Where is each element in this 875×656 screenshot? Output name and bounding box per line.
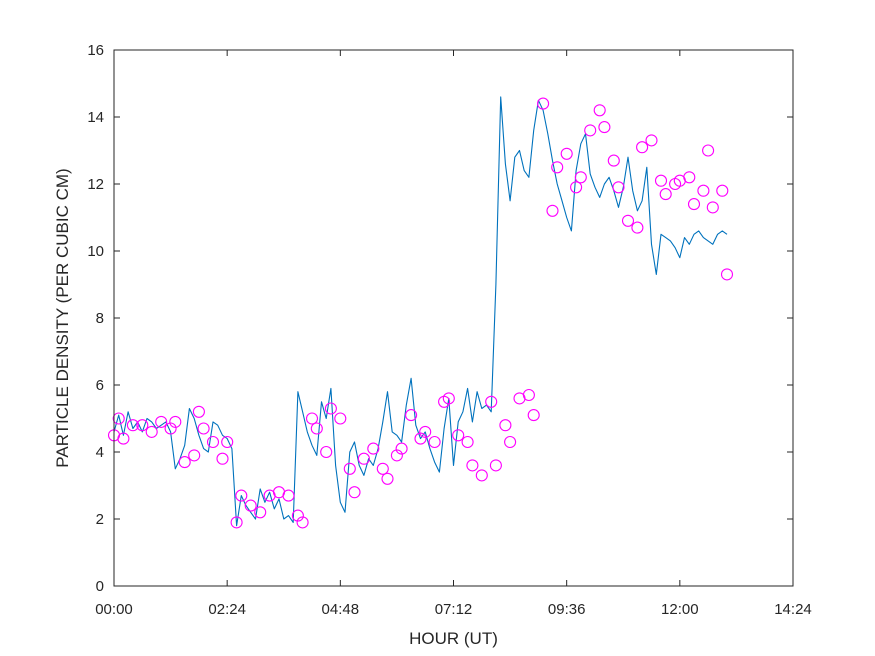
sample-marker [461,435,474,449]
sample-marker [254,506,267,519]
sample-marker [305,412,319,425]
sample-marker [334,412,347,425]
sample-marker [324,402,337,415]
x-tick-label: 07:12 [435,601,473,618]
sample-marker [348,486,361,499]
y-axis-ticks: 0 2 4 6 8 10 12 14 16 [87,42,793,595]
sample-marker [291,509,304,522]
sample-marker [636,141,649,154]
sample-marker [560,147,573,160]
y-tick-label: 6 [96,377,104,394]
sample-marker [645,134,658,147]
sample-marker [546,204,559,217]
sample-marker [221,435,234,449]
sample-marker [551,161,564,174]
y-tick-label: 2 [96,511,104,528]
sample-marker [419,425,432,438]
sample-marker [178,456,191,469]
sample-marker [687,198,701,211]
sample-marker [136,419,149,432]
sample-marker [504,435,517,449]
sample-marker [631,221,644,234]
sample-marker [659,188,672,201]
y-tick-label: 0 [96,578,104,595]
sample-marker [164,422,177,435]
sample-marker [343,462,356,475]
sample-marker [405,409,418,422]
sample-marker-series [107,97,734,529]
y-tick-label: 10 [87,243,104,260]
plot-background [114,50,793,586]
x-tick-label: 09:36 [548,601,586,618]
sample-marker [654,174,668,187]
sample-marker [192,405,205,418]
sample-marker [593,104,606,117]
sample-marker [390,449,403,462]
sample-marker [499,419,512,432]
y-tick-label: 14 [87,109,104,126]
x-tick-label: 14:24 [774,601,812,618]
sample-marker [169,415,182,428]
sample-marker [485,395,498,408]
density-line [113,96,728,527]
sample-marker [126,419,139,432]
sample-marker [381,472,394,485]
sample-marker [428,435,441,449]
sample-marker [522,388,535,402]
sample-marker [414,432,427,445]
sample-marker [282,489,295,502]
sample-marker [466,459,479,472]
sample-marker [527,409,540,422]
sample-marker [320,445,333,459]
sample-marker [442,392,455,405]
sample-marker [145,425,158,438]
sample-marker [475,469,488,482]
sample-marker [235,489,248,502]
sample-marker [598,121,611,134]
sample-marker [570,181,583,194]
sample-marker [706,201,719,214]
y-axis-title: PARTICLE DENSITY (PER CUBIC CM) [53,168,72,467]
sample-marker [155,415,168,428]
sample-marker [720,268,734,281]
sample-marker [607,154,620,167]
sample-marker [537,97,550,110]
sample-marker [117,432,130,445]
sample-marker [489,459,502,472]
sample-marker [683,171,696,184]
sample-marker [452,429,465,442]
sample-marker [310,422,323,435]
x-tick-label: 00:00 [95,601,133,618]
x-tick-label: 02:24 [208,601,246,618]
y-tick-label: 12 [87,176,104,193]
density-line-series [113,96,728,527]
sample-marker [716,184,729,197]
sample-marker [188,449,201,462]
sample-marker [697,184,710,197]
sample-marker [702,144,715,157]
sample-marker [367,442,380,455]
x-tick-label: 12:00 [661,601,699,618]
sample-marker [230,516,243,529]
sample-marker [376,462,389,475]
x-axis-title: HOUR (UT) [409,629,498,648]
x-axis-ticks: 00:00 02:24 04:48 07:12 09:36 12:00 14:24 [95,50,812,618]
sample-marker [574,171,587,184]
y-tick-label: 8 [96,310,104,327]
sample-marker [112,412,125,425]
sample-marker [395,442,408,455]
sample-marker [197,422,210,435]
sample-marker [244,499,257,512]
sample-marker [216,452,229,465]
sample-marker [357,452,370,465]
sample-marker [612,181,625,194]
sample-marker [621,214,635,227]
x-tick-label: 04:48 [322,601,360,618]
sample-marker [296,516,309,529]
sample-marker [584,124,597,137]
sample-marker [206,435,220,449]
y-tick-label: 16 [87,42,104,59]
y-tick-label: 4 [96,444,104,461]
